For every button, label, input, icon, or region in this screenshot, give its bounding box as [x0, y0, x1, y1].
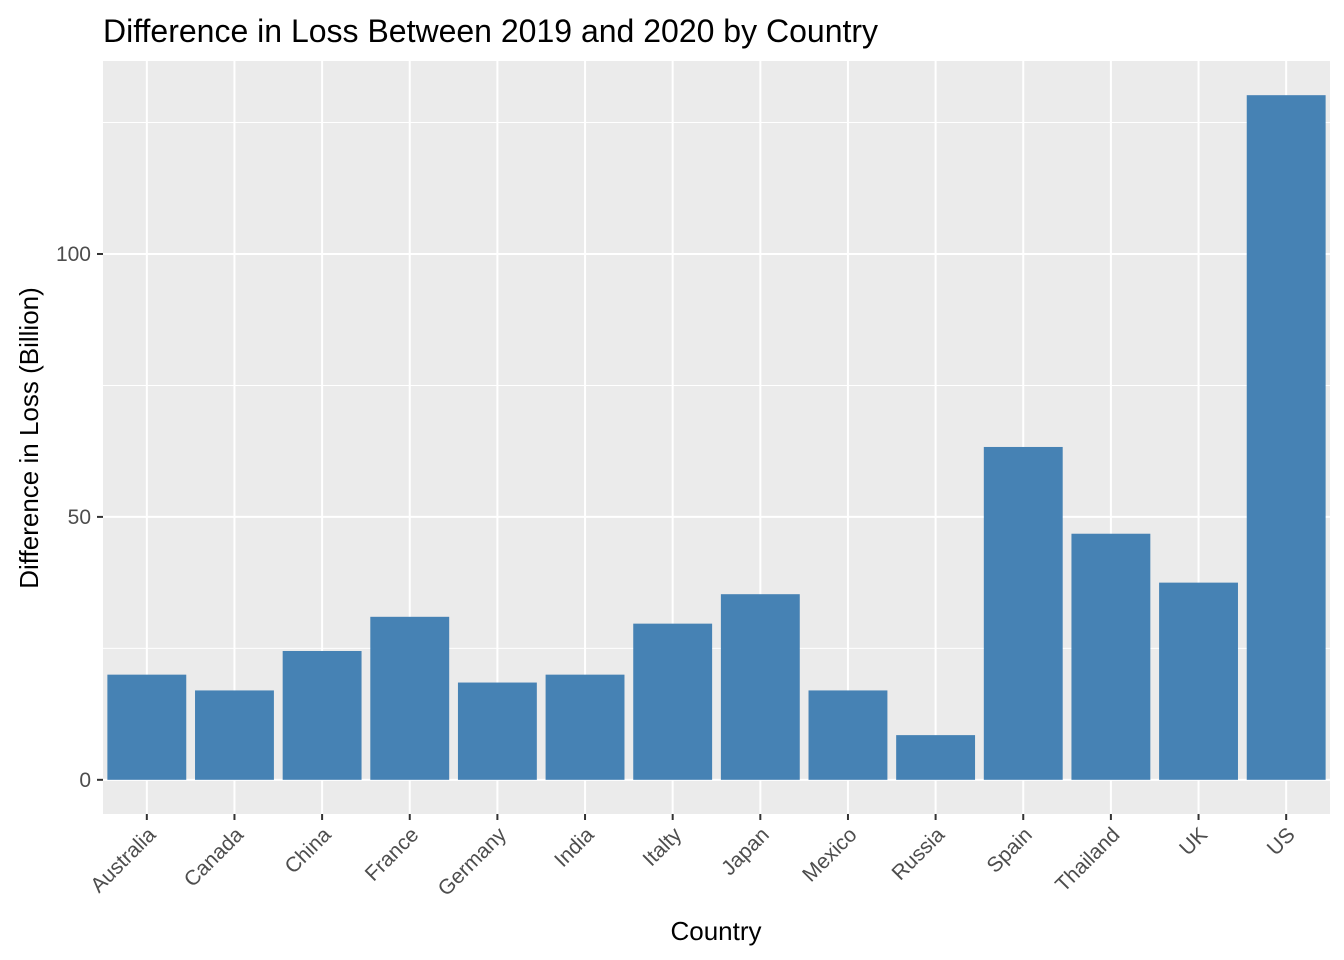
bar-australia: [107, 674, 187, 780]
x-axis: Australia Canada China France Germany India It…: [86, 814, 1300, 901]
y-tick-label: 100: [56, 243, 91, 266]
x-tick-label: UK: [1175, 823, 1212, 860]
bar-china: [282, 650, 362, 780]
x-tick-label: France: [361, 823, 423, 885]
y-tick-label: 0: [79, 769, 91, 792]
x-tick-label: India: [550, 823, 599, 872]
x-tick-label: US: [1263, 823, 1300, 860]
x-tick-label: Thailand: [1051, 823, 1124, 896]
bar-mexico: [808, 690, 888, 780]
x-tick-label: Canada: [180, 823, 249, 892]
x-tick-label: Germany: [434, 823, 512, 901]
bar-italty: [633, 623, 713, 780]
bar-germany: [457, 682, 537, 780]
bar-japan: [720, 594, 800, 780]
x-tick-label: Spain: [983, 823, 1037, 877]
bar-india: [545, 674, 625, 780]
bar-france: [370, 616, 450, 780]
chart-title: Difference in Loss Between 2019 and 2020…: [103, 13, 878, 49]
y-axis: 0 50 100: [56, 243, 103, 792]
y-tick-label: 50: [68, 506, 91, 529]
x-tick-label: Italty: [639, 823, 687, 871]
bars: [107, 95, 1326, 780]
x-tick-label: China: [281, 823, 336, 878]
y-axis-title: Difference in Loss (Billion): [14, 287, 44, 589]
bar-us: [1246, 95, 1326, 780]
x-tick-label: Japan: [717, 823, 774, 880]
x-tick-label: Russia: [887, 823, 949, 885]
x-axis-title: Country: [670, 916, 761, 946]
bar-spain: [983, 446, 1063, 780]
x-tick-label: Australia: [86, 823, 160, 897]
bar-uk: [1159, 582, 1238, 780]
bar-russia: [896, 735, 976, 780]
x-tick-label: Mexico: [798, 823, 861, 886]
bar-thailand: [1071, 533, 1151, 780]
bar-canada: [195, 690, 274, 780]
